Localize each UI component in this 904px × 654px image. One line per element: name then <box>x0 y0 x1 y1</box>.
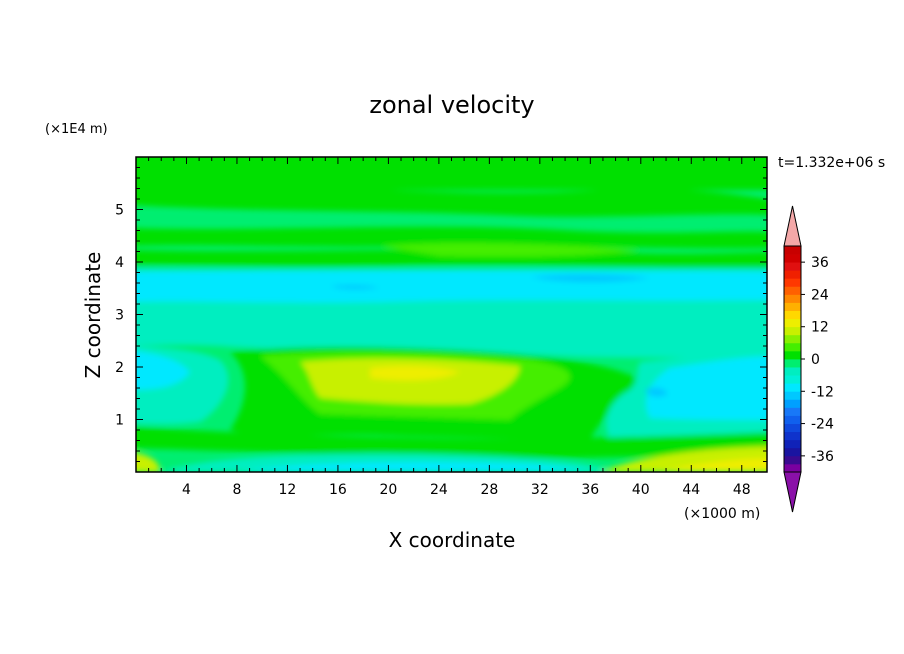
x-tick-label: 32 <box>531 482 549 498</box>
x-unit-label: (×1000 m) <box>684 506 760 522</box>
colorbar-swatch <box>784 278 801 287</box>
colorbar-swatch <box>784 302 801 311</box>
y-tick-label: 4 <box>115 255 124 271</box>
colorbar-swatch <box>784 375 801 384</box>
colorbar-swatch <box>784 383 801 392</box>
colorbar-swatch <box>784 407 801 416</box>
x-tick-label: 12 <box>279 482 297 498</box>
y-tick-label: 3 <box>115 308 124 324</box>
colorbar: 36 24 12 0 -12 -24 -36 <box>783 205 834 513</box>
colorbar-swatch <box>784 439 801 449</box>
colorbar-tick-label: -36 <box>811 449 834 465</box>
colorbar-swatch <box>784 350 801 360</box>
colorbar-tick-label: -12 <box>811 384 834 400</box>
colorbar-tick-label: 36 <box>811 255 829 271</box>
chart-title: zonal velocity <box>369 91 534 119</box>
contour-band <box>330 284 380 290</box>
colorbar-swatch <box>784 294 801 303</box>
time-label: t=1.332e+06 s <box>778 155 885 171</box>
colorbar-tick-label: 12 <box>811 320 829 336</box>
x-tick-label: 44 <box>682 482 700 498</box>
contour-band <box>136 157 767 190</box>
x-axis: 4 8 12 16 20 24 28 32 36 40 44 48 <box>148 157 755 498</box>
contour-band <box>370 365 460 381</box>
x-tick-label: 48 <box>733 482 751 498</box>
colorbar-swatch <box>784 415 801 424</box>
colorbar-tick-label: 0 <box>811 352 820 368</box>
x-tick-label: 4 <box>182 482 191 498</box>
contour-band <box>136 452 160 472</box>
y-tick-label: 2 <box>115 360 124 376</box>
contour-field <box>136 157 767 472</box>
x-tick-label: 20 <box>379 482 397 498</box>
contour-band <box>240 462 590 472</box>
colorbar-swatch <box>784 423 801 433</box>
colorbar-swatch <box>784 270 801 279</box>
colorbar-swatch <box>784 262 801 271</box>
colorbar-swatch <box>784 310 801 320</box>
contour-band <box>300 358 520 405</box>
y-axis: 1 2 3 4 5 <box>115 167 767 462</box>
colorbar-swatch <box>784 286 801 295</box>
y-axis-label: Z coordinate <box>81 252 105 379</box>
contour-band <box>136 350 190 390</box>
colorbar-swatch <box>784 431 801 441</box>
colorbar-swatch <box>784 367 801 376</box>
x-tick-label: 24 <box>430 482 448 498</box>
contour-band <box>660 458 767 472</box>
colorbar-swatch <box>784 447 801 457</box>
x-tick-label: 36 <box>581 482 599 498</box>
colorbar-tick-label: 24 <box>811 287 829 303</box>
colorbar-swatch <box>784 391 801 400</box>
colorbar-swatch <box>784 359 801 368</box>
colorbar-swatch <box>784 455 801 465</box>
x-tick-label: 16 <box>329 482 347 498</box>
colorbar-swatch <box>784 463 801 473</box>
contour-band <box>136 249 767 269</box>
colorbar-swatch <box>784 254 801 263</box>
contour-band <box>646 356 767 420</box>
colorbar-under-arrow <box>783 471 802 513</box>
plot-area <box>136 157 767 472</box>
colorbar-over-arrow <box>783 205 802 247</box>
colorbar-tick-label: -24 <box>811 417 834 433</box>
contour-band <box>136 226 767 249</box>
contour-band <box>136 184 767 217</box>
colorbar-swatch <box>784 342 801 352</box>
contour-band <box>645 387 668 397</box>
x-tick-label: 40 <box>632 482 650 498</box>
x-axis-label: X coordinate <box>389 528 516 552</box>
y-tick-label: 5 <box>115 203 124 219</box>
contour-band <box>136 426 767 459</box>
y-tick-label: 1 <box>115 413 124 429</box>
colorbar-swatch <box>784 334 801 344</box>
x-tick-label: 8 <box>232 482 241 498</box>
colorbar-swatch <box>784 326 801 336</box>
y-unit-label: (×1E4 m) <box>45 122 108 137</box>
contour-band <box>136 270 767 303</box>
colorbar-swatch <box>784 399 801 408</box>
contour-band <box>380 243 640 257</box>
colorbar-swatch <box>784 318 801 328</box>
colorbar-swatch <box>784 246 801 255</box>
contour-band <box>530 274 650 283</box>
x-tick-label: 28 <box>480 482 498 498</box>
